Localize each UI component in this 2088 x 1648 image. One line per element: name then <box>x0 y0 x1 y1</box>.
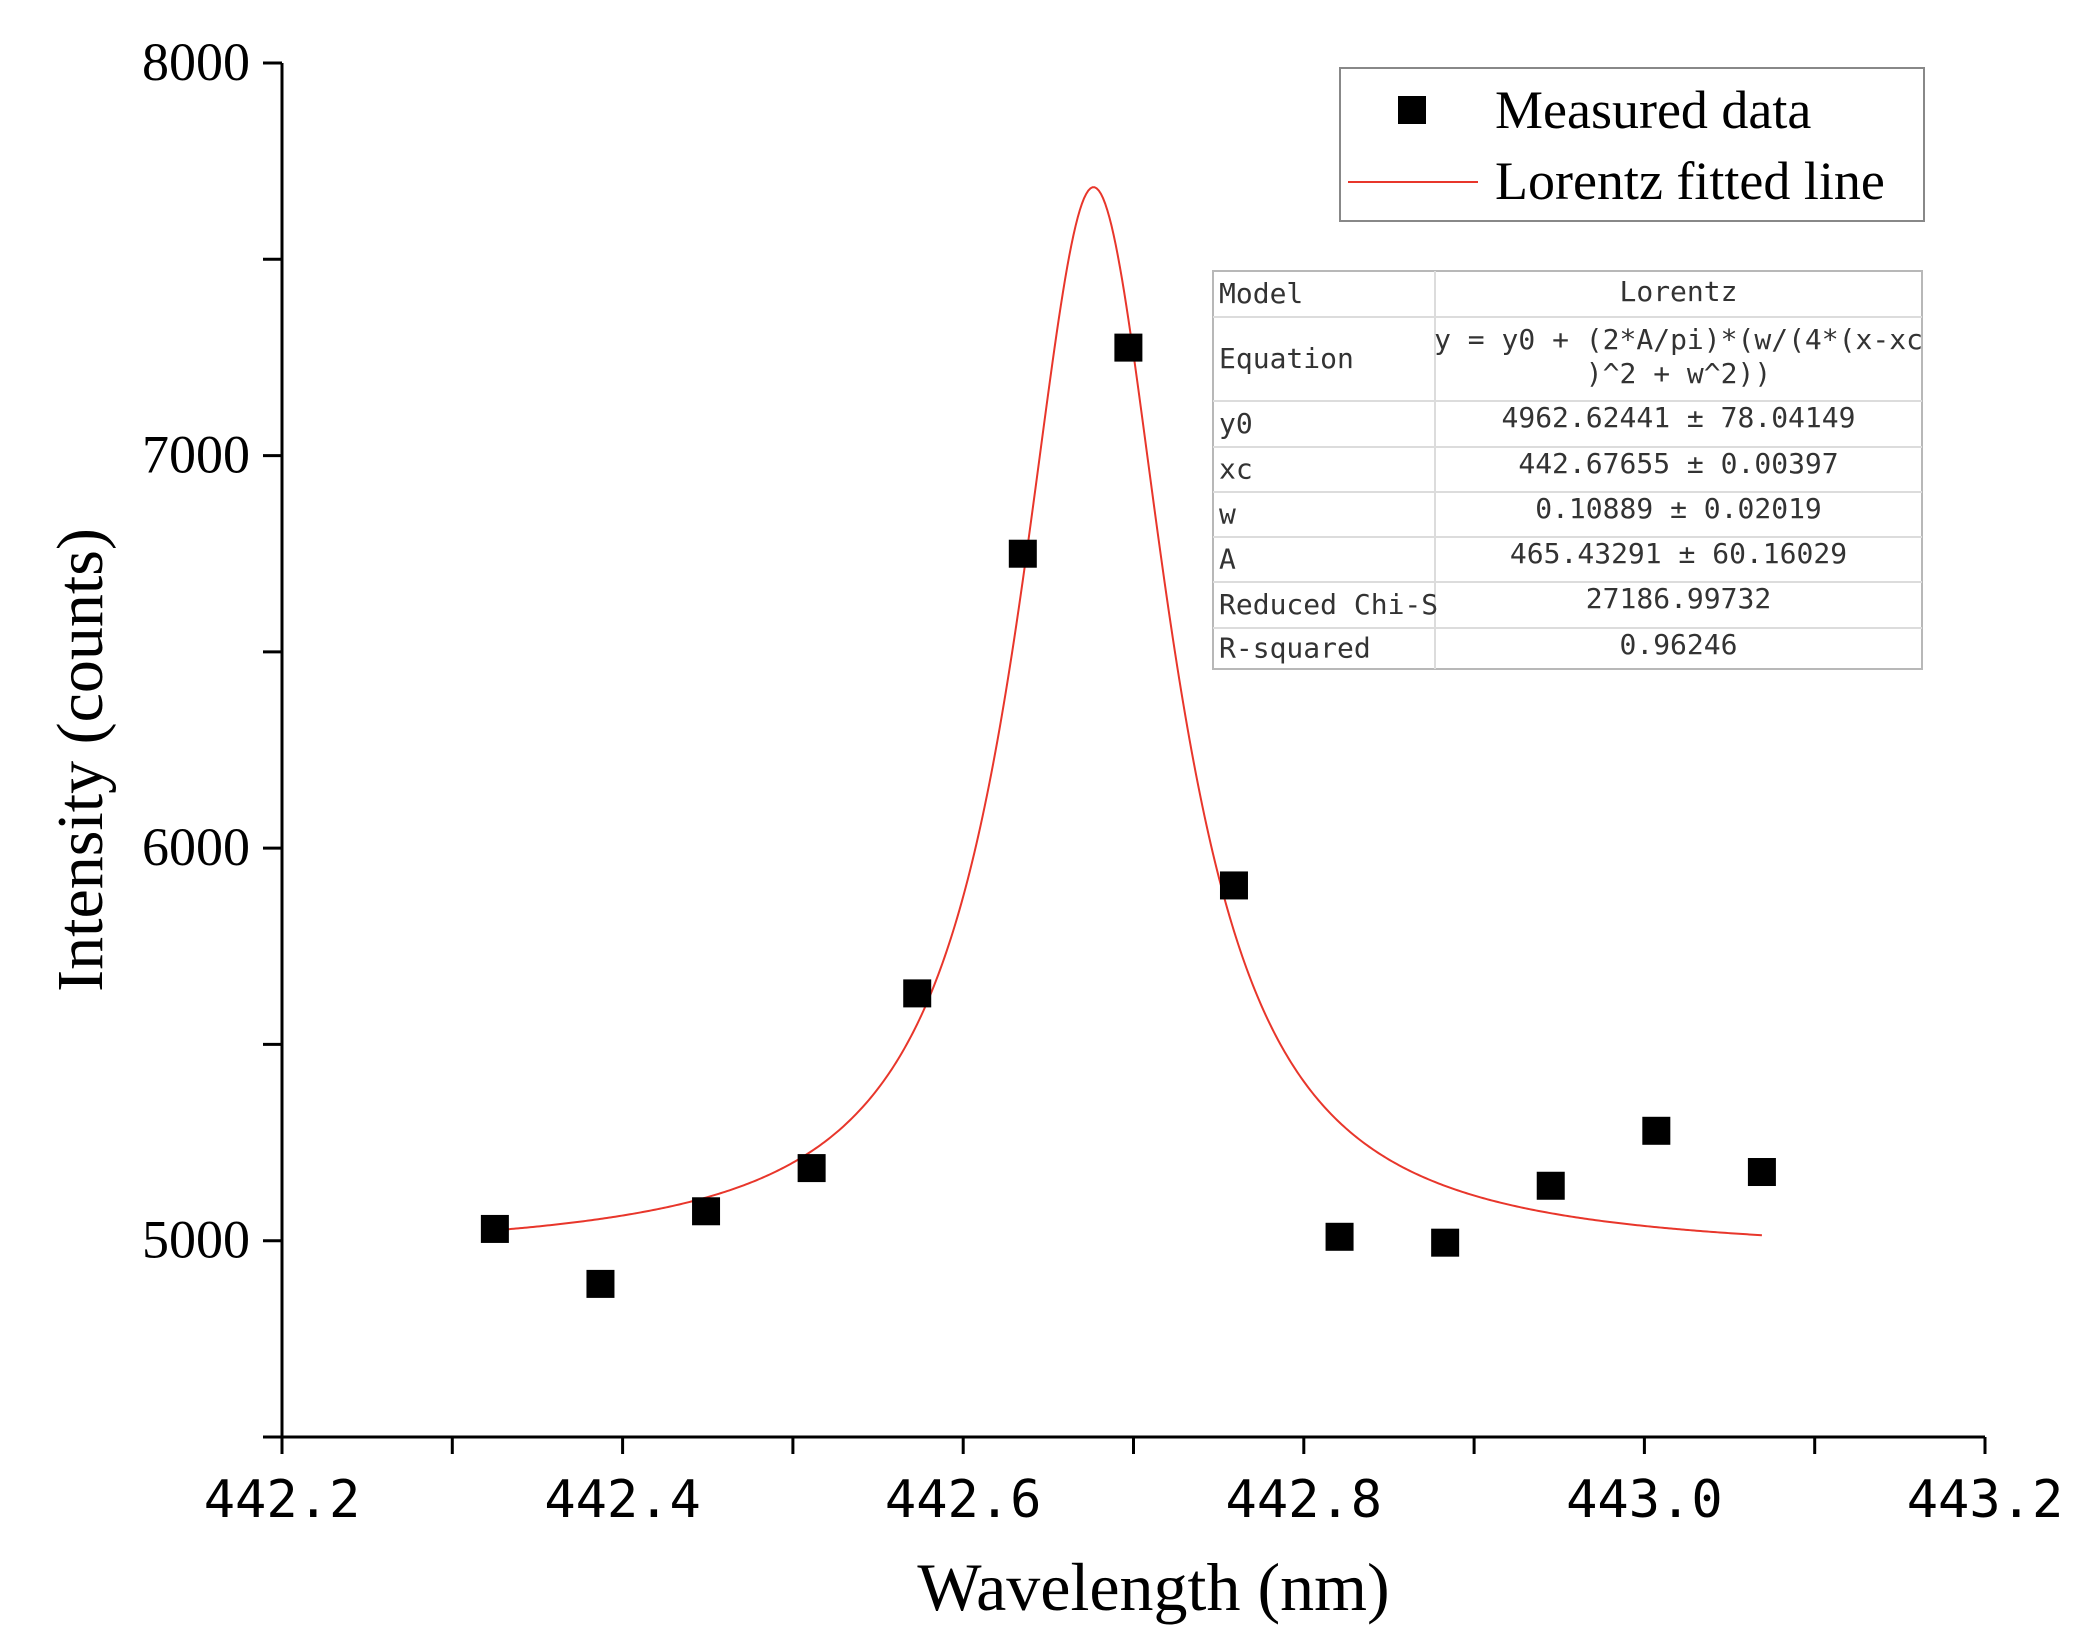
table-border <box>1212 270 1923 670</box>
table-value-cell: 27186.99732 <box>1586 582 1771 615</box>
data-point <box>1747 1158 1776 1187</box>
data-point <box>692 1197 721 1226</box>
x-tick-label: 443.2 <box>1907 1470 2064 1530</box>
table-value-cell-continued: )^2 + w^2)) <box>1586 357 1771 390</box>
table-value-cell: 4962.62441 ± 78.04149 <box>1501 401 1855 434</box>
legend-label-fit: Lorentz fitted line <box>1495 151 1885 211</box>
y-axis-title: Intensity (counts) <box>44 528 117 992</box>
legend-box <box>1339 67 1925 222</box>
x-axis-title: Wavelength (nm) <box>917 1549 1389 1625</box>
table-key-cell: A <box>1219 543 1236 576</box>
y-tick-label: 5000 <box>142 1210 250 1270</box>
table-value-cell: 0.96246 <box>1619 628 1737 661</box>
data-point <box>1536 1171 1565 1200</box>
x-tick-label: 442.4 <box>544 1470 701 1530</box>
legend-label-measured: Measured data <box>1495 80 1811 140</box>
table-key-cell: Equation <box>1219 342 1354 375</box>
x-tick-label: 443.0 <box>1566 1470 1723 1530</box>
data-point <box>1008 539 1037 568</box>
fit-parameters-table: Model Lorentz Equation y = y0 + (2*A/pi)*(w… <box>1212 270 1923 670</box>
x-tick-label: 442.6 <box>885 1470 1042 1530</box>
table-value-cell: y = y0 + (2*A/pi)*(w/(4*(x-xc <box>1434 323 1923 356</box>
table-key-cell: xc <box>1219 453 1253 486</box>
data-point <box>1431 1228 1460 1257</box>
data-point <box>480 1214 509 1243</box>
data-point <box>1114 333 1143 362</box>
table-value-cell: Lorentz <box>1619 275 1737 308</box>
legend: Measured data Lorentz fitted line <box>1339 67 1925 222</box>
table-value-cell: 465.43291 ± 60.16029 <box>1510 537 1847 570</box>
y-tick-label: 6000 <box>142 817 250 877</box>
data-point <box>1325 1222 1354 1251</box>
table-key-cell: R-squared <box>1219 632 1371 665</box>
legend-marker-square <box>1398 96 1426 124</box>
y-tick-label: 7000 <box>142 425 250 485</box>
table-key-cell: Reduced Chi-S <box>1219 588 1438 621</box>
table-key-cell: y0 <box>1219 407 1253 440</box>
table-key-cell: Model <box>1219 277 1303 310</box>
x-tick-label: 442.2 <box>204 1470 361 1530</box>
data-point <box>1219 871 1248 900</box>
data-point <box>797 1154 826 1183</box>
table-value-cell: 0.10889 ± 0.02019 <box>1535 492 1822 525</box>
table-value-cell: 442.67655 ± 0.00397 <box>1518 447 1838 480</box>
y-tick-label: 8000 <box>142 32 250 92</box>
data-point <box>1642 1116 1671 1145</box>
data-point <box>903 979 932 1008</box>
x-tick-label: 442.8 <box>1226 1470 1383 1530</box>
data-point <box>586 1269 615 1298</box>
axes: 442.2 442.4 442.6 442.8 443.0 443.2 5000 6000 70… <box>44 32 2063 1625</box>
data-points-layer <box>480 333 1776 1298</box>
table-key-cell: w <box>1219 498 1236 531</box>
